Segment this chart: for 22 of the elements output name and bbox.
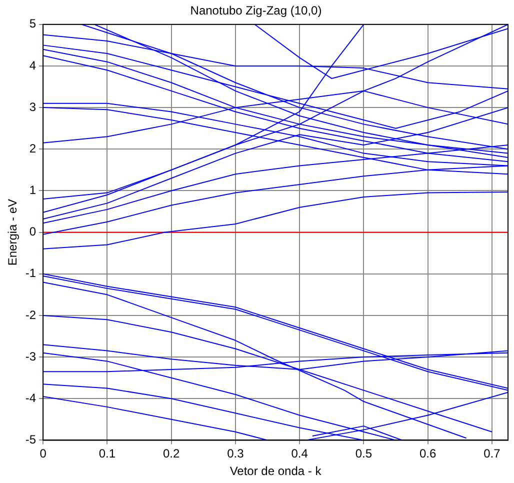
x-axis-title: Vetor de onda - k [230,464,322,478]
y-tick-label: -5 [25,432,36,447]
y-tick-label: 4 [29,58,36,72]
x-tick-label: 0.5 [355,446,372,461]
y-axis-title: Energia - eV [6,198,20,266]
y-tick-label: -1 [25,266,36,280]
x-tick-label: 0.3 [227,446,244,461]
y-tick-label: 2 [29,141,36,156]
y-tick-label: -4 [25,390,36,405]
x-tick-label: 0 [40,446,47,461]
y-tick-label: 1 [29,183,36,198]
x-tick-label: 0.4 [291,446,308,461]
x-tick-label: 0.6 [419,446,437,461]
x-tick-label: 0.7 [484,446,501,461]
y-tick-label: -2 [25,308,36,322]
y-tick-label: 0 [29,224,36,239]
y-tick-label: 3 [29,100,36,114]
x-tick-label: 0.2 [162,446,180,461]
chart-title: Nanotubo Zig-Zag (10,0) [190,4,322,18]
y-tick-label: 5 [29,16,36,31]
x-tick-label: 0.1 [98,446,116,461]
y-tick-label: -3 [25,349,36,364]
